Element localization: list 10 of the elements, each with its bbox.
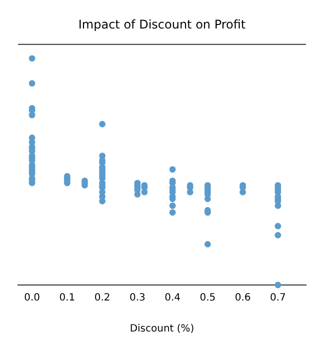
x-tick-label: 0.1 <box>59 292 76 304</box>
x-tick-label: 0.0 <box>24 292 40 304</box>
chart-title: Impact of Discount on Profit <box>78 17 246 32</box>
x-tick-label: 0.3 <box>129 292 146 304</box>
x-tick-label: 0.5 <box>200 292 216 304</box>
x-tick-label: 0.7 <box>270 292 286 304</box>
x-tick-label: 0.4 <box>164 292 180 304</box>
x-tick-label: 0.2 <box>94 292 110 304</box>
x-axis-title: Discount (%) <box>130 324 194 335</box>
x-tick-label: 0.6 <box>234 292 251 304</box>
